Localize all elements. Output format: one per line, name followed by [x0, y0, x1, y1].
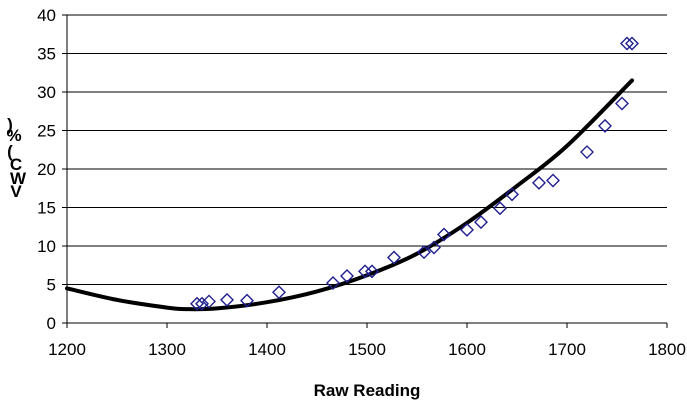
- scatter-point: [437, 227, 451, 242]
- y-tick-label: 5: [47, 276, 56, 295]
- x-tick-label: 1700: [548, 340, 586, 359]
- y-axis-title: )%(CWV: [6, 115, 27, 201]
- scatter-point: [493, 201, 507, 216]
- scatter-point: [532, 175, 546, 190]
- y-tick-labels: 0 5 10 15 20 25 30 35 40: [37, 6, 67, 333]
- y-tick-label: 10: [37, 237, 56, 256]
- y-axis-title-char: C: [10, 155, 22, 174]
- y-axis-title-char: ): [7, 115, 13, 134]
- y-axis-title-char: V: [10, 182, 22, 201]
- y-tick-label: 35: [37, 45, 56, 64]
- x-tick-labels: 1200 1300 1400 1500 1600 1700 1800: [48, 323, 686, 359]
- x-tick-label: 1600: [448, 340, 486, 359]
- y-tick-label: 40: [37, 6, 56, 25]
- x-tick-label: 1200: [48, 340, 86, 359]
- scatter-point: [546, 173, 560, 188]
- scatter-point: [326, 275, 340, 290]
- y-tick-label: 15: [37, 199, 56, 218]
- x-axis-title: Raw Reading: [314, 381, 421, 400]
- scatter-points: [190, 36, 639, 311]
- x-tick-label: 1300: [148, 340, 186, 359]
- y-axis-title-char: %: [6, 126, 21, 145]
- scatter-point: [427, 240, 441, 255]
- x-tick-label: 1400: [248, 340, 286, 359]
- scatter-point: [620, 36, 634, 51]
- x-tick-label: 1800: [648, 340, 686, 359]
- y-axis-title-char: W: [10, 169, 27, 188]
- scatter-point: [195, 296, 209, 311]
- scatter-point: [474, 215, 488, 230]
- scatter-point: [365, 264, 379, 279]
- scatter-point: [202, 294, 216, 309]
- scatter-point: [417, 245, 431, 260]
- trendline: [65, 78, 634, 312]
- y-tick-label: 25: [37, 122, 56, 141]
- scatter-point: [580, 145, 594, 160]
- y-tick-label: 30: [37, 83, 56, 102]
- scatter-point: [220, 292, 234, 307]
- scatter-point: [272, 285, 286, 300]
- scatter-point: [598, 118, 612, 133]
- scatter-point: [190, 296, 204, 311]
- y-tick-label: 0: [47, 314, 56, 333]
- scatter-point: [615, 96, 629, 111]
- trendline-layer: [65, 78, 634, 312]
- x-tick-label: 1500: [348, 340, 386, 359]
- scatter-point: [340, 269, 354, 284]
- gridlines: [67, 14, 667, 285]
- scatter-point: [460, 222, 474, 237]
- scatter-point: [240, 293, 254, 308]
- scatter-point: [387, 250, 401, 265]
- scatter-point: [625, 36, 639, 51]
- y-tick-label: 20: [37, 160, 56, 179]
- scatter-point: [358, 264, 372, 279]
- scatter-point: [505, 187, 519, 202]
- y-axis-title-char: (: [7, 142, 13, 161]
